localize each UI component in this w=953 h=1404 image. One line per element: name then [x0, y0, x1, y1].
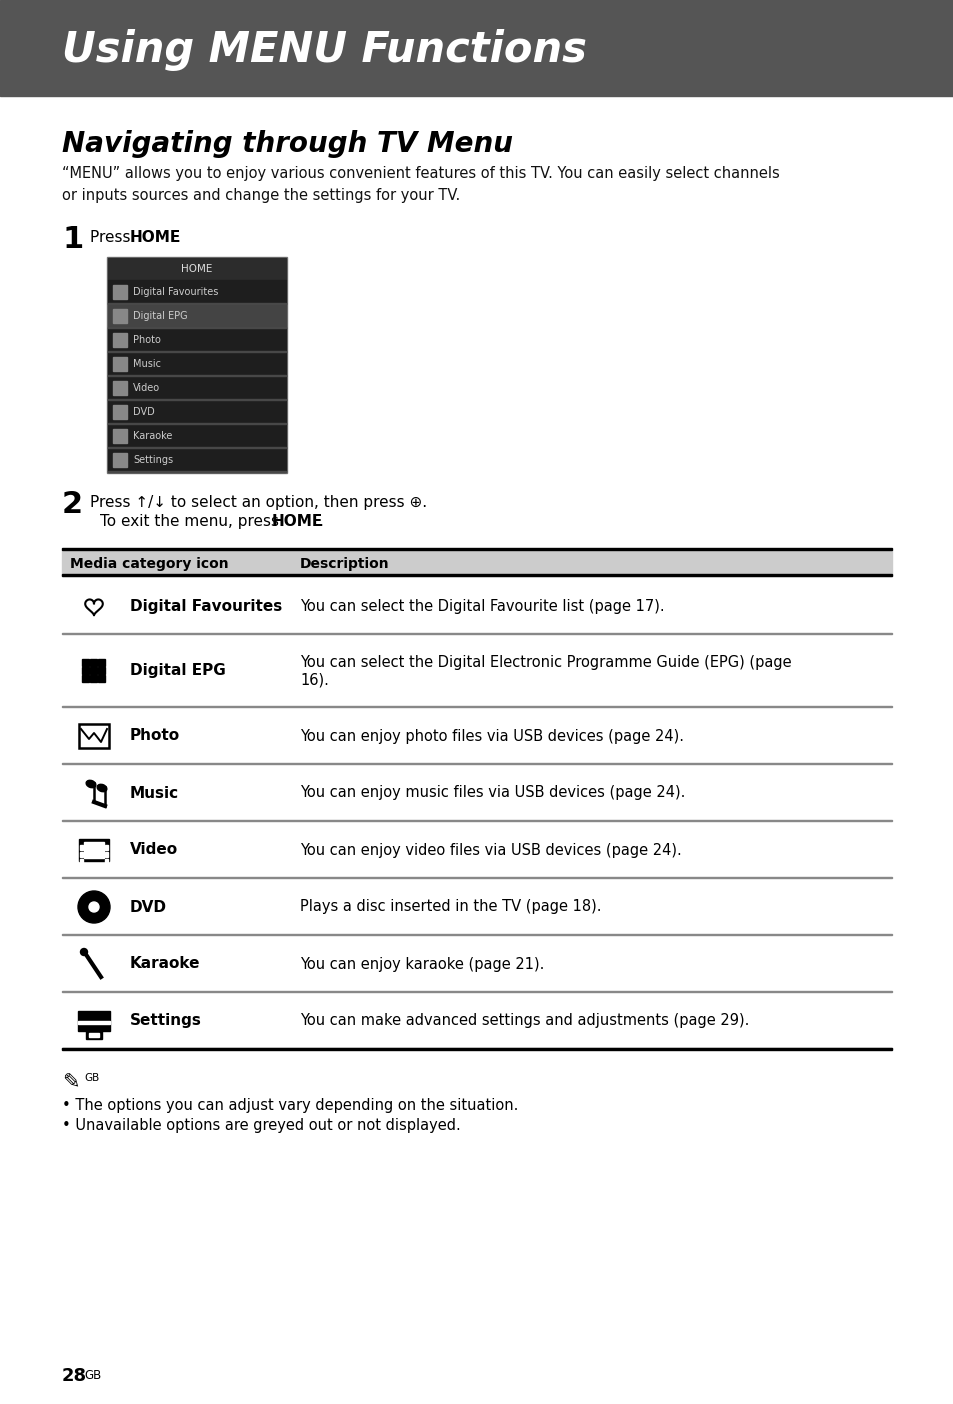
Bar	[90, 675, 97, 682]
Text: Digital Favourites: Digital Favourites	[130, 598, 282, 614]
Bar	[98, 658, 105, 665]
Text: Plays a disc inserted in the TV (page 18).: Plays a disc inserted in the TV (page 18…	[299, 900, 601, 914]
Text: You can enjoy video files via USB devices (page 24).: You can enjoy video files via USB device…	[299, 842, 681, 858]
Bar	[98, 675, 105, 682]
Text: Media category icon: Media category icon	[70, 557, 229, 571]
Bar	[105, 859, 108, 863]
Circle shape	[80, 949, 88, 956]
Text: Digital EPG: Digital EPG	[132, 312, 188, 322]
Circle shape	[89, 901, 99, 913]
Text: Digital Favourites: Digital Favourites	[132, 286, 218, 298]
Text: You can select the Digital Electronic Programme Guide (EPG) (page: You can select the Digital Electronic Pr…	[299, 654, 791, 670]
Text: You can make advanced settings and adjustments (page 29).: You can make advanced settings and adjus…	[299, 1014, 749, 1029]
Text: Navigating through TV Menu: Navigating through TV Menu	[62, 131, 513, 159]
Bar	[82, 667, 89, 674]
Bar	[62, 1047, 891, 1050]
Text: To exit the menu, press: To exit the menu, press	[100, 514, 284, 529]
Bar	[90, 667, 97, 674]
Text: Music: Music	[132, 359, 161, 369]
Bar	[62, 574, 891, 576]
Bar	[80, 845, 83, 849]
Text: DVD: DVD	[132, 407, 154, 417]
Text: Using MENU Functions: Using MENU Functions	[62, 29, 586, 72]
Ellipse shape	[97, 785, 107, 792]
Bar	[78, 1021, 110, 1024]
Bar	[112, 309, 127, 323]
Bar	[112, 333, 127, 347]
Bar	[108, 258, 286, 279]
Bar	[0, 0, 953, 95]
Text: GB: GB	[84, 1369, 101, 1382]
Bar	[112, 430, 127, 444]
Bar	[62, 548, 891, 550]
Bar	[98, 667, 105, 674]
Bar	[80, 852, 83, 856]
Text: Settings: Settings	[130, 1014, 202, 1029]
Bar	[89, 1033, 99, 1038]
Text: DVD: DVD	[130, 900, 167, 914]
Bar	[82, 675, 89, 682]
Text: Photo: Photo	[130, 729, 180, 744]
Text: .: .	[317, 514, 322, 529]
Text: Press: Press	[90, 230, 135, 246]
Bar	[108, 448, 286, 472]
Text: Karaoke: Karaoke	[130, 956, 200, 972]
Bar	[79, 724, 109, 748]
Text: GB: GB	[84, 1073, 99, 1082]
Bar	[112, 453, 127, 468]
Text: Description: Description	[299, 557, 389, 571]
Text: 16).: 16).	[299, 673, 329, 688]
Bar	[108, 305, 286, 329]
Text: Video: Video	[132, 383, 160, 393]
Text: HOME: HOME	[272, 514, 323, 529]
Text: You can enjoy music files via USB devices (page 24).: You can enjoy music files via USB device…	[299, 785, 684, 800]
Text: You can enjoy photo files via USB devices (page 24).: You can enjoy photo files via USB device…	[299, 729, 683, 744]
Text: 1: 1	[62, 225, 83, 254]
Text: You can enjoy karaoke (page 21).: You can enjoy karaoke (page 21).	[299, 956, 544, 972]
Bar	[107, 257, 287, 473]
Text: Press ↑/↓ to select an option, then press ⊕.: Press ↑/↓ to select an option, then pres…	[90, 496, 427, 510]
Text: Karaoke: Karaoke	[132, 431, 172, 441]
Ellipse shape	[86, 781, 95, 788]
Bar	[105, 845, 108, 849]
Text: • The options you can adjust vary depending on the situation.: • The options you can adjust vary depend…	[62, 1098, 517, 1113]
Bar	[112, 357, 127, 371]
Bar	[90, 658, 97, 665]
Bar	[108, 376, 286, 400]
Text: 2: 2	[62, 490, 83, 519]
Bar	[62, 550, 891, 576]
Text: Video: Video	[130, 842, 178, 858]
Text: Digital EPG: Digital EPG	[130, 664, 226, 678]
Text: Settings: Settings	[132, 455, 172, 465]
Text: Photo: Photo	[132, 336, 161, 345]
Text: ✎: ✎	[62, 1073, 79, 1092]
Text: HOME: HOME	[130, 230, 181, 246]
Bar	[84, 842, 104, 858]
Bar	[80, 859, 83, 863]
Text: 28: 28	[62, 1367, 87, 1384]
Text: You can select the Digital Favourite list (page 17).: You can select the Digital Favourite lis…	[299, 598, 664, 614]
Text: HOME: HOME	[181, 264, 213, 274]
Text: • Unavailable options are greyed out or not displayed.: • Unavailable options are greyed out or …	[62, 1118, 460, 1133]
Bar	[108, 424, 286, 448]
Bar	[108, 400, 286, 424]
Text: “MENU” allows you to enjoy various convenient features of this TV. You can easil: “MENU” allows you to enjoy various conve…	[62, 166, 779, 204]
Bar	[78, 1011, 110, 1031]
Bar	[112, 285, 127, 299]
Bar	[105, 852, 108, 856]
Bar	[108, 352, 286, 376]
Bar	[112, 404, 127, 418]
Text: .: .	[174, 230, 180, 246]
Text: Music: Music	[130, 785, 179, 800]
Bar	[82, 658, 89, 665]
Bar	[79, 840, 109, 861]
Circle shape	[78, 892, 110, 922]
Bar	[112, 380, 127, 395]
Bar	[108, 279, 286, 305]
Bar	[86, 1031, 102, 1039]
Bar	[108, 329, 286, 352]
